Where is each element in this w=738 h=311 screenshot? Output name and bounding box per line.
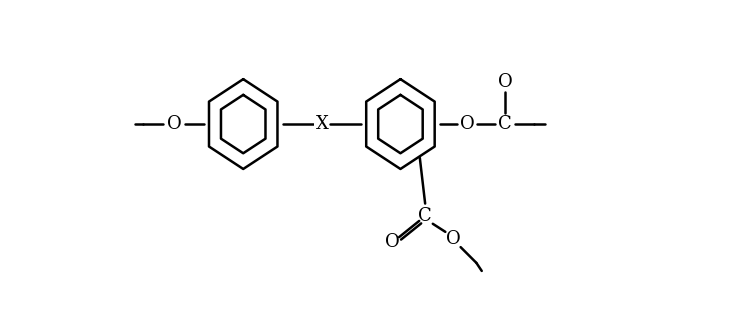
- Text: O: O: [497, 73, 512, 91]
- Text: O: O: [446, 230, 461, 248]
- Text: O: O: [460, 115, 475, 133]
- Text: X: X: [315, 115, 328, 133]
- Text: O: O: [385, 233, 400, 251]
- Text: C: C: [498, 115, 512, 133]
- Text: C: C: [418, 207, 432, 225]
- Text: O: O: [167, 115, 182, 133]
